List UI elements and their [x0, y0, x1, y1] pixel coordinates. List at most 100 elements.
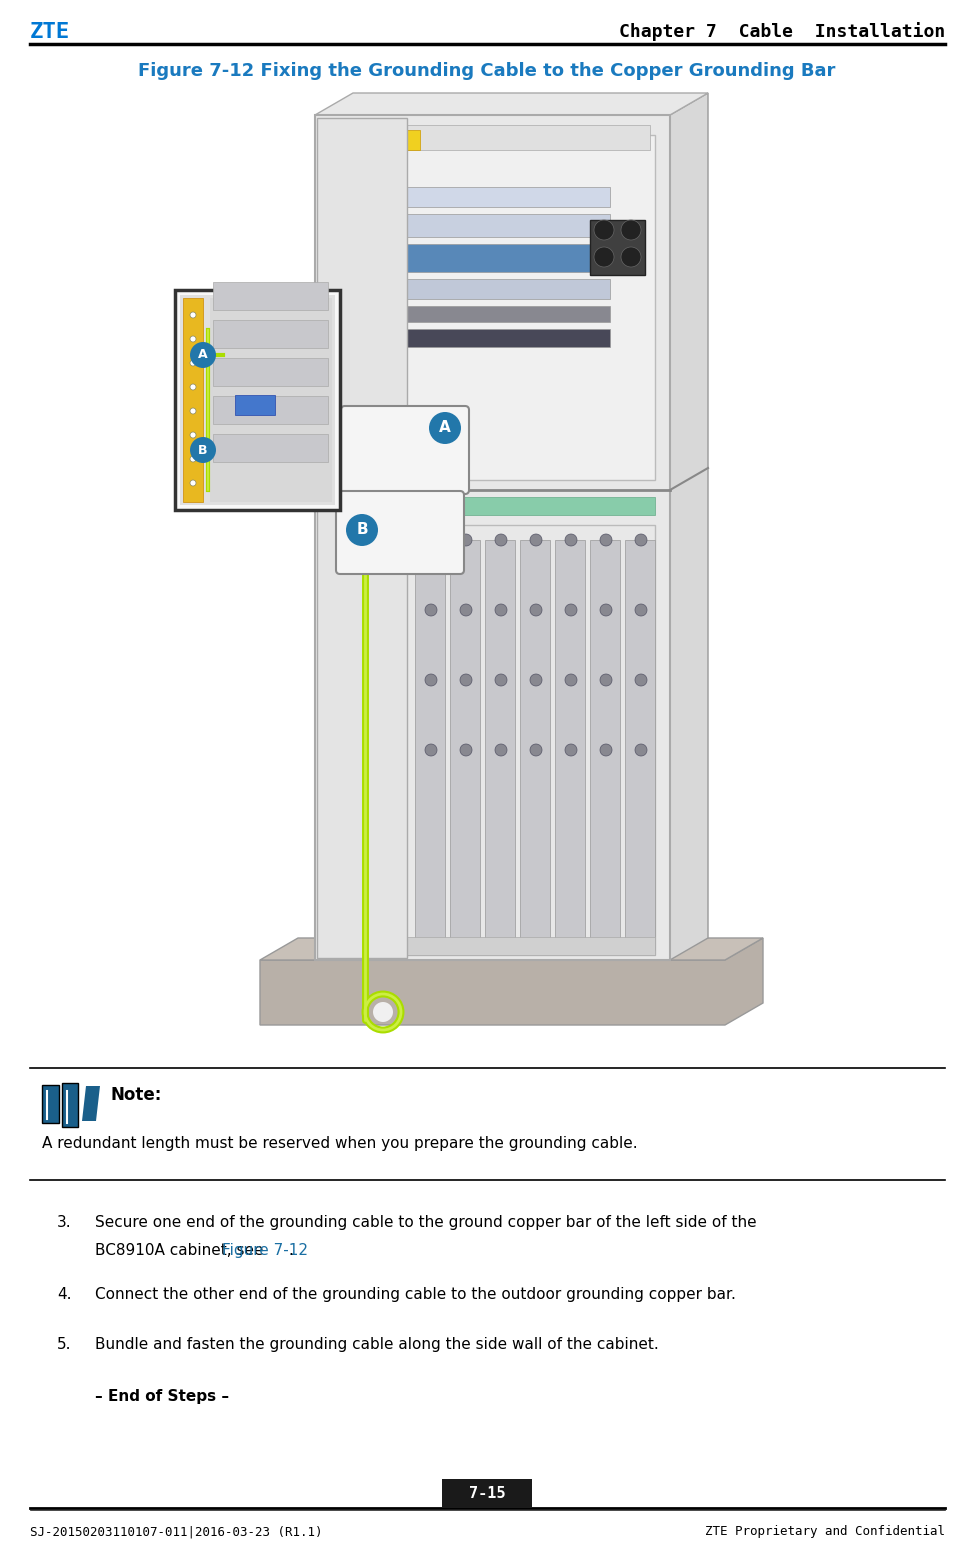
Circle shape [565, 674, 577, 687]
Circle shape [392, 456, 400, 463]
Circle shape [190, 408, 196, 414]
FancyBboxPatch shape [335, 214, 610, 237]
Circle shape [190, 343, 216, 367]
FancyBboxPatch shape [62, 1083, 78, 1127]
FancyBboxPatch shape [341, 406, 469, 494]
Circle shape [460, 604, 472, 615]
Circle shape [368, 456, 376, 463]
FancyBboxPatch shape [555, 539, 585, 950]
Text: ZTE: ZTE [30, 22, 70, 42]
Circle shape [373, 1001, 393, 1021]
Circle shape [425, 744, 437, 756]
Circle shape [530, 604, 542, 615]
Circle shape [600, 535, 612, 546]
FancyBboxPatch shape [335, 126, 650, 150]
FancyBboxPatch shape [330, 498, 655, 515]
FancyBboxPatch shape [210, 298, 332, 502]
Text: Figure 7-12 Fixing the Grounding Cable to the Copper Grounding Bar: Figure 7-12 Fixing the Grounding Cable t… [138, 62, 836, 81]
Text: Connect the other end of the grounding cable to the outdoor grounding copper bar: Connect the other end of the grounding c… [95, 1286, 736, 1302]
Circle shape [635, 744, 647, 756]
Text: SJ-20150203110107-011|2016-03-23 (R1.1): SJ-20150203110107-011|2016-03-23 (R1.1) [30, 1525, 323, 1538]
FancyBboxPatch shape [335, 329, 610, 347]
Circle shape [190, 456, 196, 462]
Circle shape [425, 535, 437, 546]
FancyBboxPatch shape [235, 395, 275, 415]
Circle shape [495, 744, 507, 756]
Circle shape [621, 220, 641, 240]
FancyBboxPatch shape [170, 101, 830, 1049]
FancyBboxPatch shape [330, 938, 655, 955]
Circle shape [425, 674, 437, 687]
FancyBboxPatch shape [485, 539, 515, 950]
Text: Bundle and fasten the grounding cable along the side wall of the cabinet.: Bundle and fasten the grounding cable al… [95, 1338, 659, 1352]
FancyBboxPatch shape [315, 115, 670, 959]
Text: 7-15: 7-15 [469, 1485, 505, 1500]
Text: .: . [289, 1243, 293, 1259]
Circle shape [594, 246, 614, 267]
Text: 4.: 4. [57, 1286, 71, 1302]
Circle shape [460, 674, 472, 687]
Text: B: B [198, 443, 208, 457]
FancyBboxPatch shape [625, 539, 655, 950]
Circle shape [565, 604, 577, 615]
Text: 5.: 5. [57, 1338, 71, 1352]
Circle shape [495, 535, 507, 546]
FancyBboxPatch shape [317, 118, 407, 958]
Polygon shape [260, 938, 763, 959]
Circle shape [530, 744, 542, 756]
Circle shape [460, 744, 472, 756]
Polygon shape [82, 1087, 100, 1121]
FancyBboxPatch shape [330, 525, 655, 955]
Text: Chapter 7  Cable  Installation: Chapter 7 Cable Installation [619, 22, 945, 40]
FancyBboxPatch shape [520, 539, 550, 950]
Circle shape [565, 744, 577, 756]
Circle shape [530, 674, 542, 687]
FancyBboxPatch shape [330, 135, 655, 480]
Polygon shape [260, 938, 763, 1025]
FancyBboxPatch shape [450, 539, 480, 950]
FancyBboxPatch shape [213, 282, 328, 310]
Circle shape [190, 384, 196, 391]
Text: Note:: Note: [110, 1087, 162, 1104]
Polygon shape [315, 93, 708, 115]
Text: 3.: 3. [57, 1215, 71, 1231]
Text: B: B [356, 522, 368, 538]
FancyBboxPatch shape [336, 491, 464, 574]
Circle shape [356, 456, 364, 463]
FancyBboxPatch shape [213, 434, 328, 462]
Circle shape [635, 674, 647, 687]
FancyBboxPatch shape [175, 290, 340, 510]
Circle shape [594, 220, 614, 240]
Circle shape [530, 535, 542, 546]
FancyBboxPatch shape [42, 1085, 59, 1124]
Circle shape [635, 535, 647, 546]
Text: A: A [439, 420, 450, 436]
Circle shape [565, 535, 577, 546]
Circle shape [380, 456, 388, 463]
Circle shape [600, 674, 612, 687]
Circle shape [600, 744, 612, 756]
Circle shape [346, 515, 378, 546]
Text: Secure one end of the grounding cable to the ground copper bar of the left side : Secure one end of the grounding cable to… [95, 1215, 757, 1231]
FancyBboxPatch shape [590, 220, 645, 274]
Text: A redundant length must be reserved when you prepare the grounding cable.: A redundant length must be reserved when… [42, 1136, 638, 1152]
Text: Figure 7-12: Figure 7-12 [222, 1243, 308, 1259]
Circle shape [495, 674, 507, 687]
Circle shape [429, 412, 461, 443]
FancyBboxPatch shape [335, 188, 610, 208]
FancyBboxPatch shape [340, 130, 420, 150]
FancyBboxPatch shape [180, 294, 335, 505]
Circle shape [190, 432, 196, 439]
FancyBboxPatch shape [213, 395, 328, 425]
Circle shape [190, 360, 196, 366]
FancyBboxPatch shape [183, 298, 203, 502]
FancyBboxPatch shape [335, 243, 610, 271]
Text: ZTE Proprietary and Confidential: ZTE Proprietary and Confidential [705, 1525, 945, 1538]
Circle shape [190, 437, 216, 463]
FancyBboxPatch shape [213, 319, 328, 349]
Text: – End of Steps –: – End of Steps – [95, 1389, 229, 1404]
Text: BC8910A cabinet, see: BC8910A cabinet, see [95, 1243, 268, 1259]
FancyBboxPatch shape [335, 279, 610, 299]
Circle shape [190, 480, 196, 487]
Circle shape [460, 535, 472, 546]
